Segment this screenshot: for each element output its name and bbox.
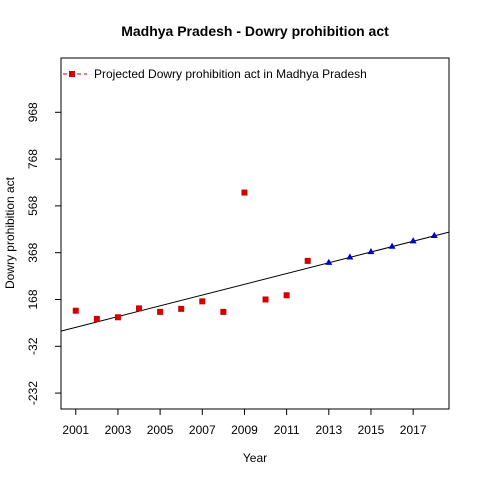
x-tick-label: 2009 [231, 423, 258, 437]
legend-label: Projected Dowry prohibition act in Madhy… [94, 67, 367, 81]
data-point-2006 [178, 305, 185, 312]
data-point-2007 [199, 298, 206, 305]
projected-point-2017 [409, 237, 417, 244]
plot-frame [60, 57, 450, 410]
data-point-2009 [241, 189, 248, 196]
projected-point-2016 [388, 242, 396, 249]
x-axis-label: Year [243, 451, 267, 465]
data-point-2004 [136, 305, 143, 312]
y-tick-label: 368 [26, 242, 40, 262]
data-point-2011 [283, 292, 290, 299]
y-tick-label: -232 [26, 381, 40, 405]
trend-layer [60, 231, 450, 332]
x-tick-label: 2001 [62, 423, 89, 437]
trend-line [60, 231, 450, 332]
data-point-2008 [220, 308, 227, 315]
x-tick-label: 2007 [189, 423, 216, 437]
y-tick-label: 568 [26, 196, 40, 216]
x-tick-label: 2017 [400, 423, 427, 437]
y-axis-label: Dowry prohibition act [3, 176, 17, 289]
data-point-2012 [304, 257, 311, 264]
projected-point-2013 [325, 258, 333, 265]
x-tick-label: 2015 [358, 423, 385, 437]
data-point-2001 [72, 307, 79, 314]
data-point-2010 [262, 296, 269, 303]
projected-point-2014 [346, 253, 354, 260]
data-point-2005 [157, 308, 164, 315]
x-tick-label: 2013 [315, 423, 342, 437]
projected-point-2018 [430, 231, 438, 238]
projected-point-2015 [367, 248, 375, 255]
x-axis: 2001 2003 2005 2007 2009 2011 2013 2015 2017 [62, 409, 427, 437]
y-tick-label: -32 [26, 337, 40, 355]
x-tick-label: 2011 [274, 423, 300, 437]
legend: Projected Dowry prohibition act in Madhy… [63, 67, 367, 81]
chart-title: Madhya Pradesh - Dowry prohibition act [121, 23, 389, 39]
x-tick-label: 2005 [147, 423, 174, 437]
legend-marker [69, 71, 75, 77]
y-tick-label: 168 [26, 289, 40, 309]
x-tick-label: 2003 [105, 423, 132, 437]
data-point-2003 [114, 314, 121, 321]
points-layer [72, 189, 438, 322]
data-point-2002 [93, 315, 100, 322]
y-tick-label: 768 [26, 149, 40, 169]
y-tick-label: 968 [26, 102, 40, 122]
y-axis: -232 -32 168 368 568 768 968 [26, 102, 61, 405]
